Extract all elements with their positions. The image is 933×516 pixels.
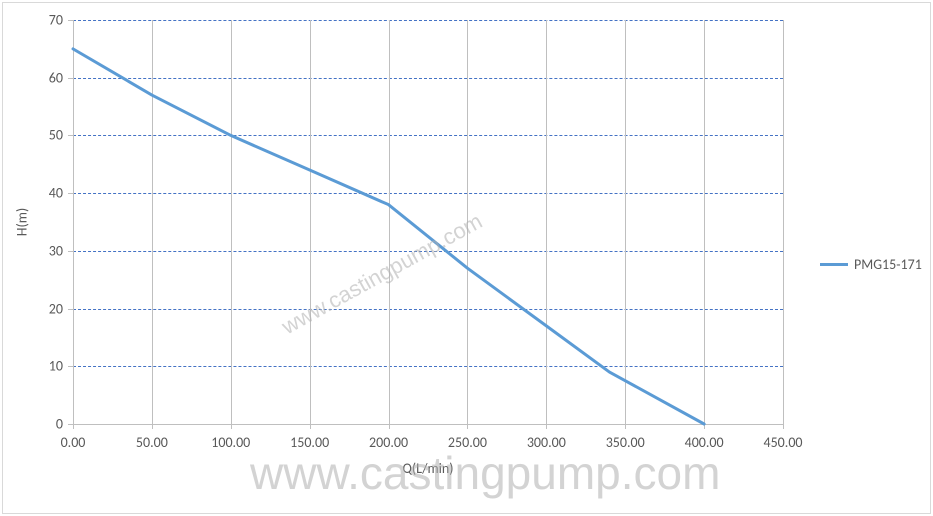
x-tick [231,424,232,429]
legend-label: PMG15-171 [854,256,922,273]
x-tick [783,424,784,429]
x-tick-label: 50.00 [136,434,168,451]
x-tick-label: 100.00 [211,434,250,451]
gridline-v [783,20,784,424]
x-tick-label: 300.00 [527,434,566,451]
y-tick-label: 40 [49,185,63,202]
x-tick-label: 250.00 [448,434,487,451]
legend-swatch [820,263,848,266]
x-tick [73,424,74,429]
y-tick-label: 0 [56,416,63,433]
series-layer [73,20,783,424]
x-tick-label: 400.00 [685,434,724,451]
x-tick-label: 150.00 [290,434,329,451]
x-tick [546,424,547,429]
y-axis-title: H(m) [14,208,31,236]
y-tick-label: 50 [49,127,63,144]
x-tick-label: 350.00 [606,434,645,451]
y-tick-label: 20 [49,300,63,317]
y-tick-label: 70 [49,12,63,29]
x-tick [389,424,390,429]
x-tick [625,424,626,429]
series-line [73,49,704,424]
x-axis-line [73,424,783,425]
y-tick-label: 30 [49,242,63,259]
y-tick-label: 60 [49,69,63,86]
y-tick-label: 10 [49,358,63,375]
x-tick [467,424,468,429]
y-tick [68,424,73,425]
plot-area [73,20,783,424]
legend-entry: PMG15-171 [820,256,922,273]
x-tick [152,424,153,429]
x-tick-label: 0.00 [61,434,86,451]
x-tick [310,424,311,429]
x-tick-label: 200.00 [369,434,408,451]
x-axis-title: Q(L/min) [403,460,454,477]
x-tick-label: 450.00 [763,434,802,451]
